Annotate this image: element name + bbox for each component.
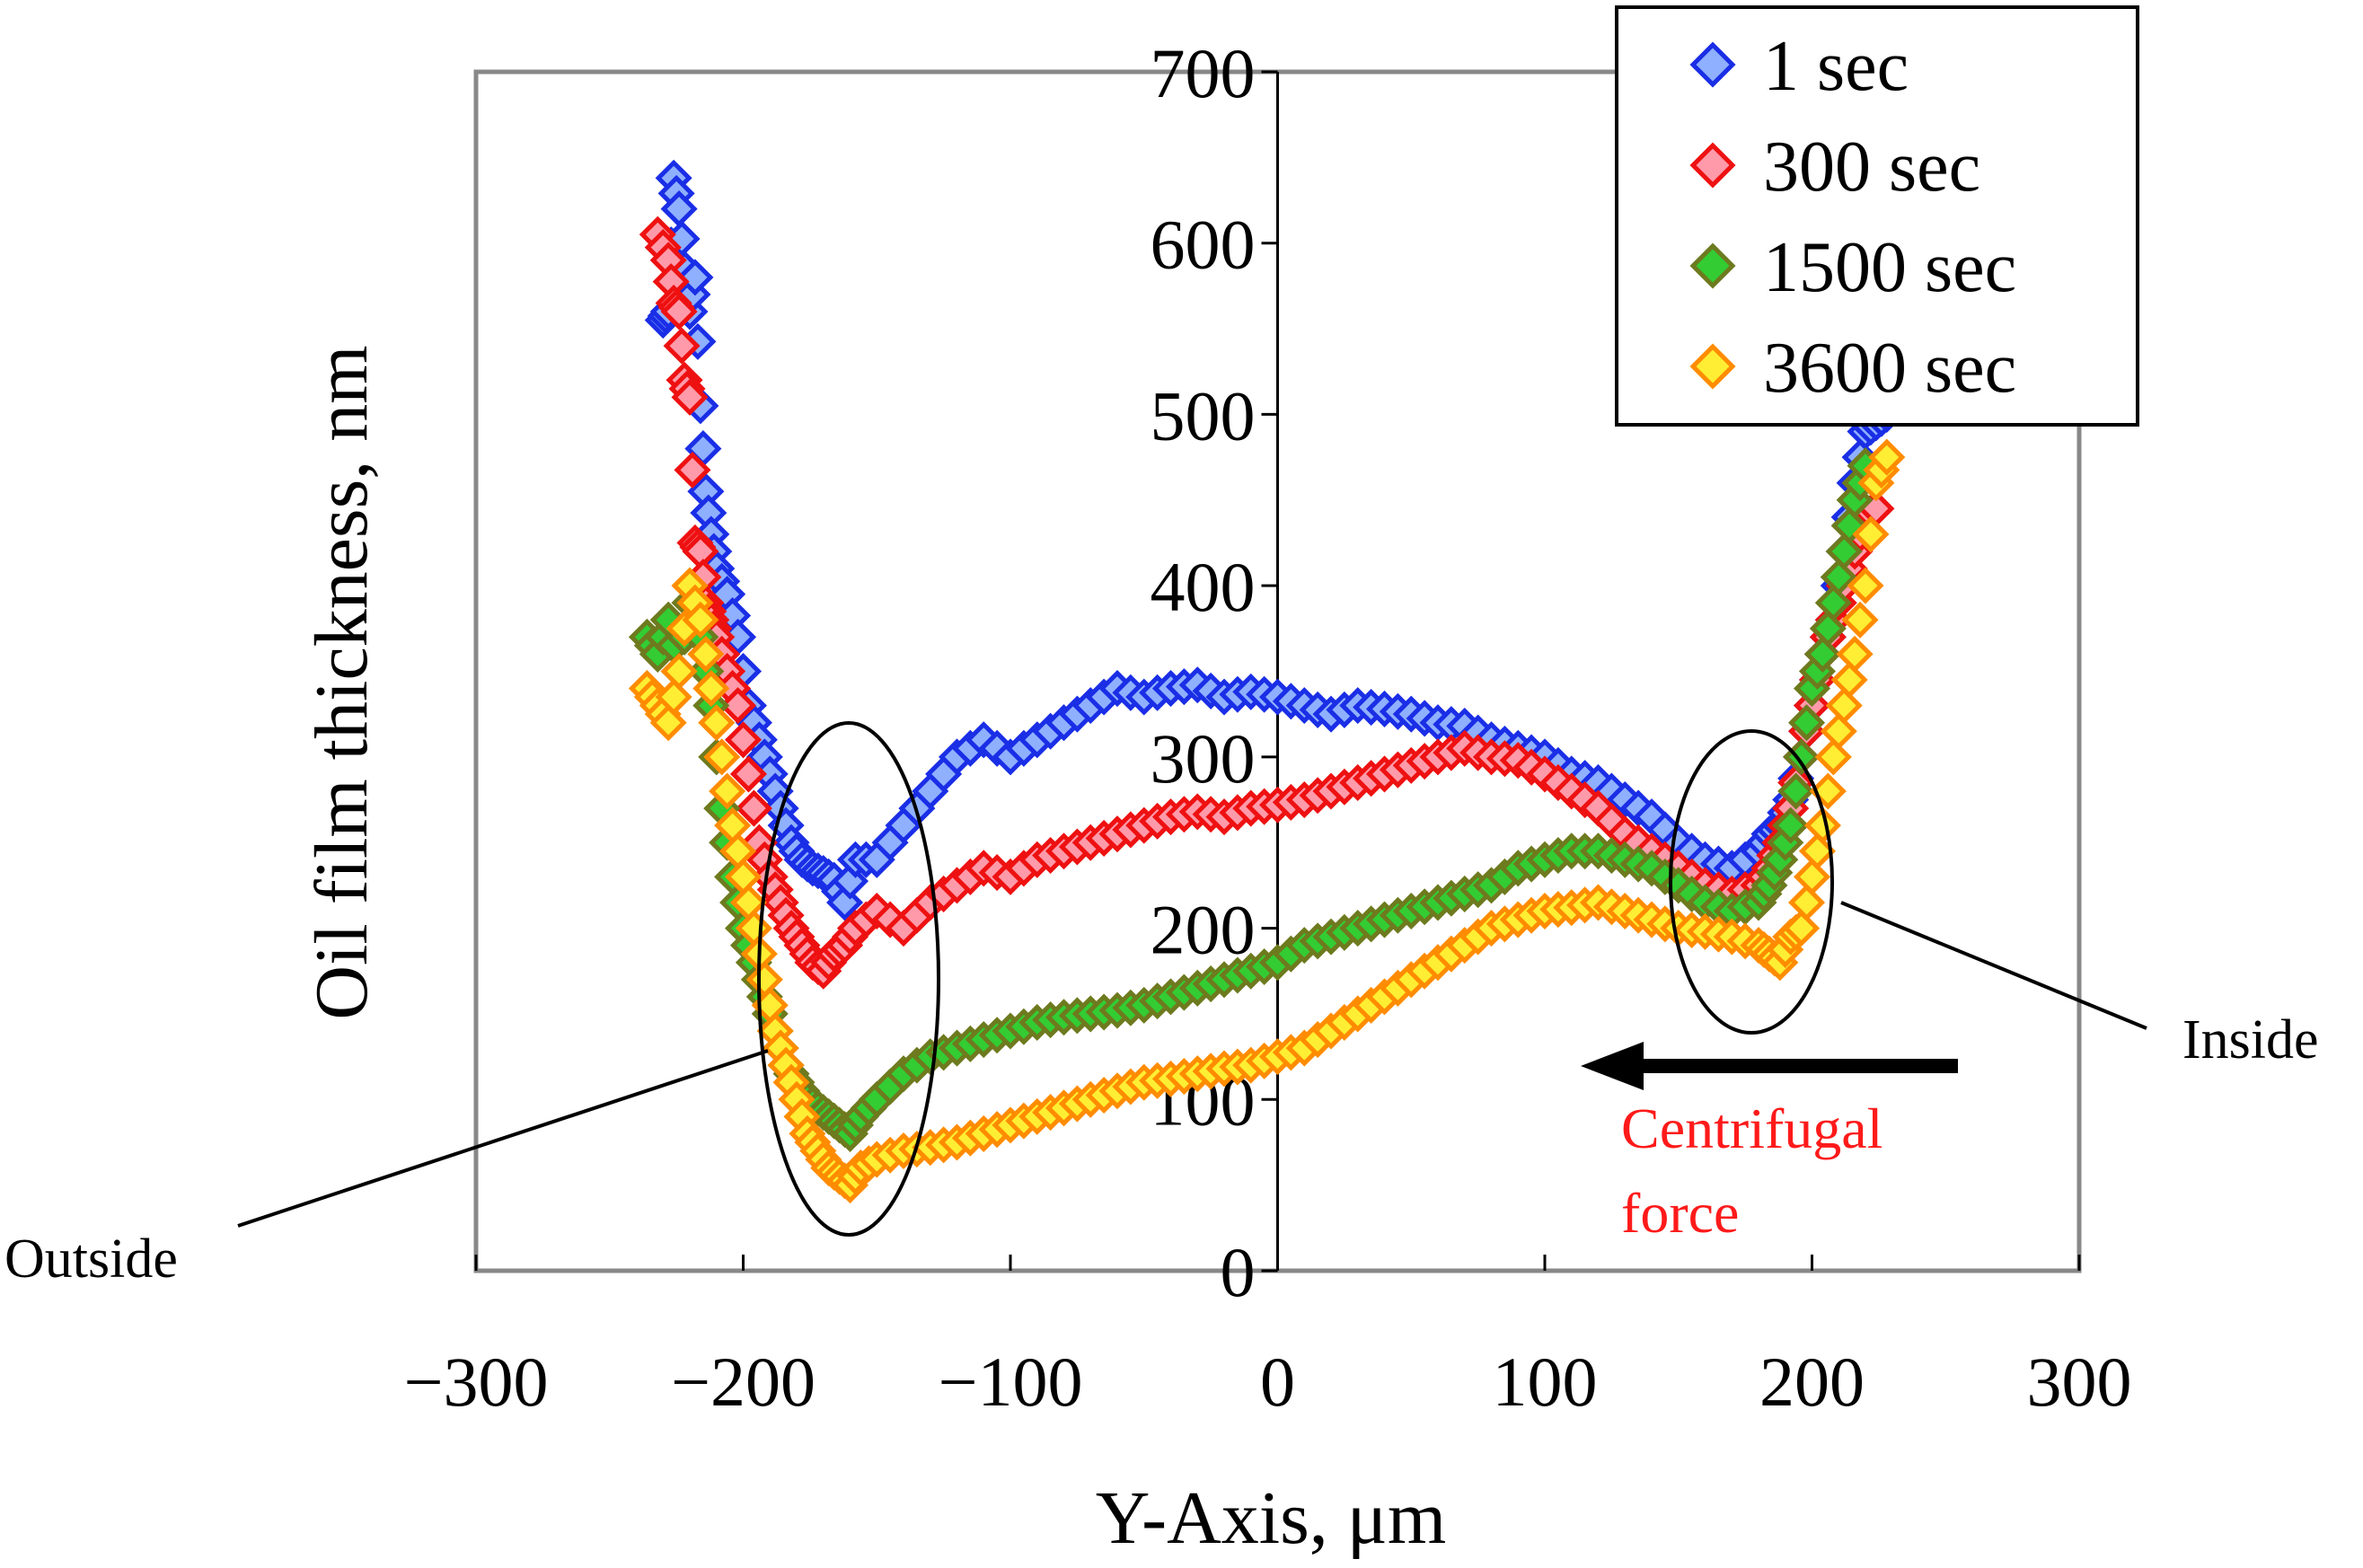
point-3600-sec	[1868, 438, 1906, 476]
legend-marker	[1689, 142, 1736, 189]
legend-marker	[1689, 41, 1736, 88]
point-3600-sec	[703, 738, 741, 776]
point-3600-sec	[1847, 567, 1884, 604]
point-300-sec	[719, 687, 757, 725]
outside-label: Outside	[4, 1229, 178, 1290]
centrifugal-label-line2: force	[1621, 1181, 1739, 1245]
y-tick-label: 300	[1151, 719, 1256, 797]
point-1500-sec	[1788, 704, 1826, 742]
point-3600-sec	[687, 635, 725, 673]
point-300-sec	[660, 293, 698, 330]
point-3600-sec	[1830, 661, 1868, 699]
legend-label: 1 sec	[1763, 27, 1909, 106]
point-1500-sec	[1825, 533, 1863, 570]
point-1500-sec	[1814, 584, 1852, 621]
point-1500-sec	[1820, 559, 1857, 596]
point-1500-sec	[1803, 635, 1841, 673]
legend-marker	[1689, 242, 1736, 289]
legend-label: 1500 sec	[1763, 228, 2016, 307]
point-300-sec	[674, 451, 711, 489]
legend-marker	[1689, 343, 1736, 390]
point-3600-sec	[1803, 806, 1841, 844]
point-1500-sec	[1809, 610, 1847, 647]
outside-leader-line	[237, 1049, 769, 1228]
y-tick-label: 0	[1221, 1233, 1256, 1311]
legend-label: 300 sec	[1763, 128, 1980, 207]
point-3600-sec	[660, 652, 698, 691]
point-3600-sec	[655, 678, 692, 716]
centrifugal-label-line1: Centrifugal	[1621, 1097, 1882, 1160]
point-3600-sec	[1793, 858, 1831, 895]
x-tick-label: 100	[1493, 1343, 1598, 1421]
legend: 1 sec 300 sec 1500 sec 3600 sec	[1615, 5, 2139, 427]
x-tick-label: 0	[1260, 1343, 1295, 1421]
point-3600-sec	[1836, 635, 1874, 673]
point-3600-sec	[709, 772, 746, 810]
data-points	[628, 159, 1906, 1204]
point-3600-sec	[1788, 884, 1826, 921]
point-300-sec	[729, 755, 767, 793]
y-tick-label: 500	[1151, 376, 1256, 454]
y-axis-title: Oil film thickness, nm	[300, 345, 384, 1019]
centrifugal-arrow-head	[1581, 1042, 1644, 1090]
point-300-sec	[735, 789, 772, 827]
point-3600-sec	[649, 704, 687, 742]
series-3600-sec	[628, 438, 1906, 1204]
point-3600-sec	[1783, 910, 1821, 947]
x-tick-label: −200	[671, 1343, 816, 1421]
legend-label: 3600 sec	[1763, 329, 2016, 408]
point-1-sec	[676, 259, 714, 296]
inside-leader-line	[1840, 901, 2147, 1030]
point-300-sec	[663, 327, 701, 365]
y-tick-label: 600	[1151, 206, 1256, 284]
point-300-sec	[671, 378, 709, 416]
x-tick-label: −300	[404, 1343, 549, 1421]
outside-ellipse	[757, 721, 940, 1237]
x-tick-label: −100	[939, 1343, 1083, 1421]
y-tick-label: 200	[1151, 891, 1256, 969]
point-1500-sec	[1777, 772, 1815, 810]
point-1500-sec	[1772, 806, 1810, 844]
point-3600-sec	[692, 670, 730, 708]
y-tick-label: 700	[1151, 34, 1256, 112]
x-axis-ticks: −300 −200 −100 0 100 200 300	[404, 1255, 2132, 1421]
inside-label: Inside	[2182, 1009, 2319, 1070]
point-3600-sec	[1814, 738, 1852, 776]
point-3600-sec	[698, 704, 736, 742]
x-axis-title: Y-Axis, μm	[1096, 1476, 1446, 1560]
point-300-sec	[724, 721, 763, 759]
inside-ellipse	[1669, 729, 1834, 1035]
series-1-sec	[644, 159, 1906, 921]
point-3600-sec	[1852, 515, 1890, 553]
point-3600-sec	[1825, 687, 1863, 725]
point-3600-sec	[1798, 832, 1836, 870]
point-3600-sec	[1841, 601, 1879, 639]
point-3600-sec	[682, 601, 719, 639]
y-tick-label: 400	[1151, 548, 1256, 626]
x-tick-label: 300	[2027, 1343, 2132, 1421]
point-3600-sec	[1820, 712, 1857, 750]
x-tick-label: 200	[1759, 1343, 1865, 1421]
series-1500-sec	[628, 447, 1884, 1152]
